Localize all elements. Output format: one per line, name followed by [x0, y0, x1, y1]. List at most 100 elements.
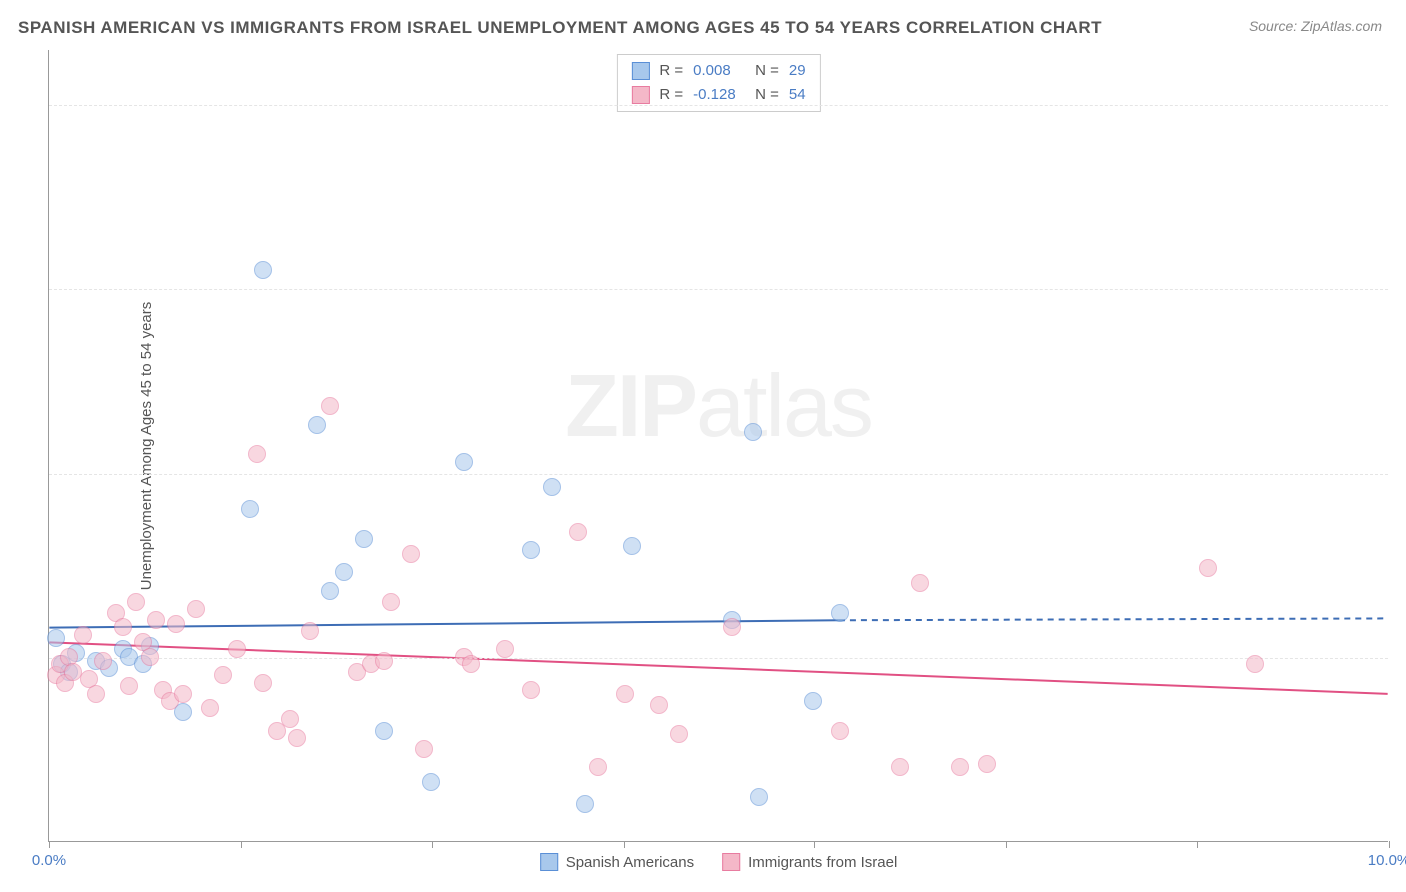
gridline: [49, 105, 1388, 106]
x-tick: [1389, 841, 1390, 848]
chart-title: SPANISH AMERICAN VS IMMIGRANTS FROM ISRA…: [18, 18, 1102, 38]
data-point-spanish_americans: [254, 261, 272, 279]
data-point-spanish_americans: [455, 453, 473, 471]
x-tick-label: 0.0%: [32, 852, 66, 869]
data-point-immigrants_israel: [120, 677, 138, 695]
gridline: [49, 474, 1388, 475]
data-point-immigrants_israel: [87, 685, 105, 703]
stats-row-spanish_americans: R = 0.008 N = 29: [631, 59, 805, 83]
series-legend: Spanish Americans Immigrants from Israel: [540, 853, 898, 871]
legend-item-immigrants_israel: Immigrants from Israel: [722, 853, 897, 871]
trend-lines: [49, 50, 1388, 841]
data-point-immigrants_israel: [187, 600, 205, 618]
x-tick: [624, 841, 625, 848]
data-point-immigrants_israel: [228, 640, 246, 658]
data-point-immigrants_israel: [891, 758, 909, 776]
data-point-immigrants_israel: [254, 674, 272, 692]
data-point-immigrants_israel: [147, 611, 165, 629]
data-point-spanish_americans: [375, 722, 393, 740]
y-tick-label: 10.0%: [1396, 465, 1406, 482]
trendline-immigrants_israel: [49, 642, 1387, 694]
data-point-immigrants_israel: [288, 729, 306, 747]
swatch-icon: [540, 853, 558, 871]
data-point-immigrants_israel: [141, 648, 159, 666]
data-point-immigrants_israel: [281, 710, 299, 728]
swatch-icon: [631, 62, 649, 80]
data-point-immigrants_israel: [616, 685, 634, 703]
x-tick: [814, 841, 815, 848]
x-tick: [49, 841, 50, 848]
x-tick: [1197, 841, 1198, 848]
stat-n-label: N =: [755, 59, 779, 83]
data-point-spanish_americans: [543, 478, 561, 496]
data-point-immigrants_israel: [321, 397, 339, 415]
watermark: ZIPatlas: [565, 355, 872, 457]
data-point-immigrants_israel: [402, 545, 420, 563]
data-point-immigrants_israel: [127, 593, 145, 611]
gridline: [49, 658, 1388, 659]
gridline: [49, 289, 1388, 290]
data-point-spanish_americans: [241, 500, 259, 518]
data-point-spanish_americans: [750, 788, 768, 806]
data-point-immigrants_israel: [248, 445, 266, 463]
data-point-immigrants_israel: [670, 725, 688, 743]
trendline-dashed-spanish_americans: [839, 618, 1388, 620]
data-point-spanish_americans: [47, 629, 65, 647]
data-point-immigrants_israel: [382, 593, 400, 611]
stat-r-value: -0.128: [693, 83, 745, 107]
stat-n-value: 29: [789, 59, 806, 83]
correlation-chart: SPANISH AMERICAN VS IMMIGRANTS FROM ISRA…: [0, 0, 1406, 892]
data-point-spanish_americans: [831, 604, 849, 622]
x-tick: [1006, 841, 1007, 848]
data-point-immigrants_israel: [978, 755, 996, 773]
data-point-immigrants_israel: [301, 622, 319, 640]
data-point-immigrants_israel: [415, 740, 433, 758]
data-point-spanish_americans: [576, 795, 594, 813]
stat-r-value: 0.008: [693, 59, 745, 83]
data-point-immigrants_israel: [74, 626, 92, 644]
chart-source: Source: ZipAtlas.com: [1249, 18, 1382, 34]
data-point-spanish_americans: [308, 416, 326, 434]
data-point-spanish_americans: [522, 541, 540, 559]
swatch-icon: [631, 86, 649, 104]
data-point-immigrants_israel: [214, 666, 232, 684]
stat-n-value: 54: [789, 83, 806, 107]
data-point-spanish_americans: [623, 537, 641, 555]
data-point-immigrants_israel: [569, 523, 587, 541]
x-tick: [241, 841, 242, 848]
data-point-immigrants_israel: [723, 618, 741, 636]
data-point-immigrants_israel: [174, 685, 192, 703]
data-point-immigrants_israel: [114, 618, 132, 636]
stat-r-label: R =: [659, 59, 683, 83]
data-point-immigrants_israel: [911, 574, 929, 592]
swatch-icon: [722, 853, 740, 871]
data-point-immigrants_israel: [201, 699, 219, 717]
plot-area: ZIPatlas R =0.008N =29R =-0.128N =54 Spa…: [48, 50, 1388, 842]
stats-row-immigrants_israel: R = -0.128 N = 54: [631, 83, 805, 107]
data-point-spanish_americans: [422, 773, 440, 791]
data-point-spanish_americans: [744, 423, 762, 441]
data-point-immigrants_israel: [1199, 559, 1217, 577]
stat-r-label: R =: [659, 83, 683, 107]
data-point-immigrants_israel: [94, 652, 112, 670]
legend-label: Immigrants from Israel: [748, 854, 897, 871]
data-point-immigrants_israel: [462, 655, 480, 673]
legend-label: Spanish Americans: [566, 854, 694, 871]
legend-item-spanish_americans: Spanish Americans: [540, 853, 694, 871]
data-point-spanish_americans: [335, 563, 353, 581]
data-point-spanish_americans: [321, 582, 339, 600]
stat-n-label: N =: [755, 83, 779, 107]
data-point-spanish_americans: [804, 692, 822, 710]
data-point-immigrants_israel: [167, 615, 185, 633]
x-tick-label: 10.0%: [1368, 852, 1406, 869]
x-tick: [432, 841, 433, 848]
data-point-immigrants_israel: [1246, 655, 1264, 673]
data-point-spanish_americans: [355, 530, 373, 548]
data-point-immigrants_israel: [375, 652, 393, 670]
data-point-immigrants_israel: [951, 758, 969, 776]
stats-legend: R = 0.008 N = 29 R = -0.128 N = 54: [616, 54, 820, 112]
data-point-immigrants_israel: [650, 696, 668, 714]
y-tick-label: 5.0%: [1396, 649, 1406, 666]
data-point-immigrants_israel: [522, 681, 540, 699]
data-point-immigrants_israel: [589, 758, 607, 776]
